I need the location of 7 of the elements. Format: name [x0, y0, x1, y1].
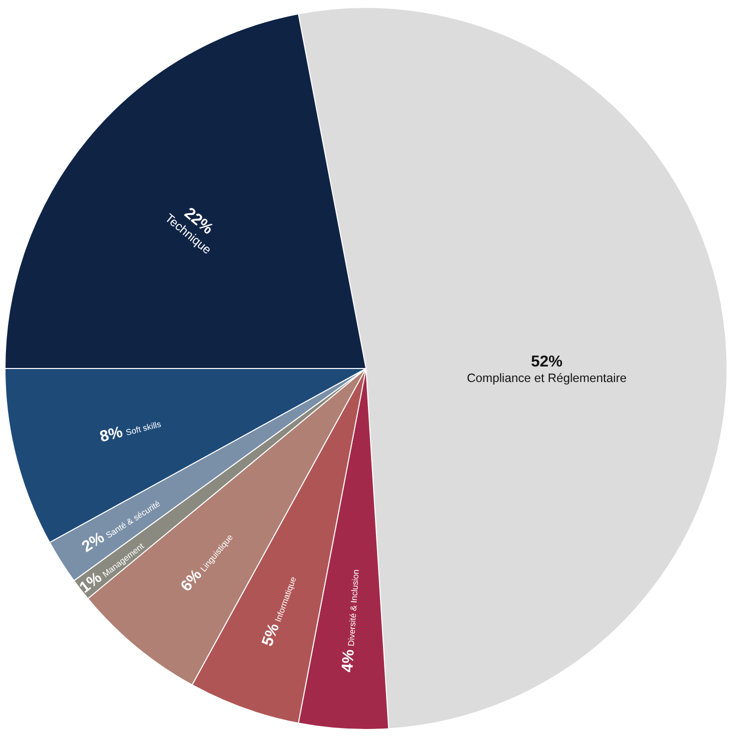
slice-label: Soft skills — [124, 418, 162, 438]
data-label: 8% — [98, 424, 124, 446]
slice-label: Diversité & Inclusion — [346, 568, 361, 647]
data-label: 5% — [259, 621, 283, 648]
slice-label: Compliance et Réglementaire — [466, 371, 627, 386]
data-label: 52% — [530, 353, 563, 370]
data-label: 4% — [339, 648, 358, 673]
